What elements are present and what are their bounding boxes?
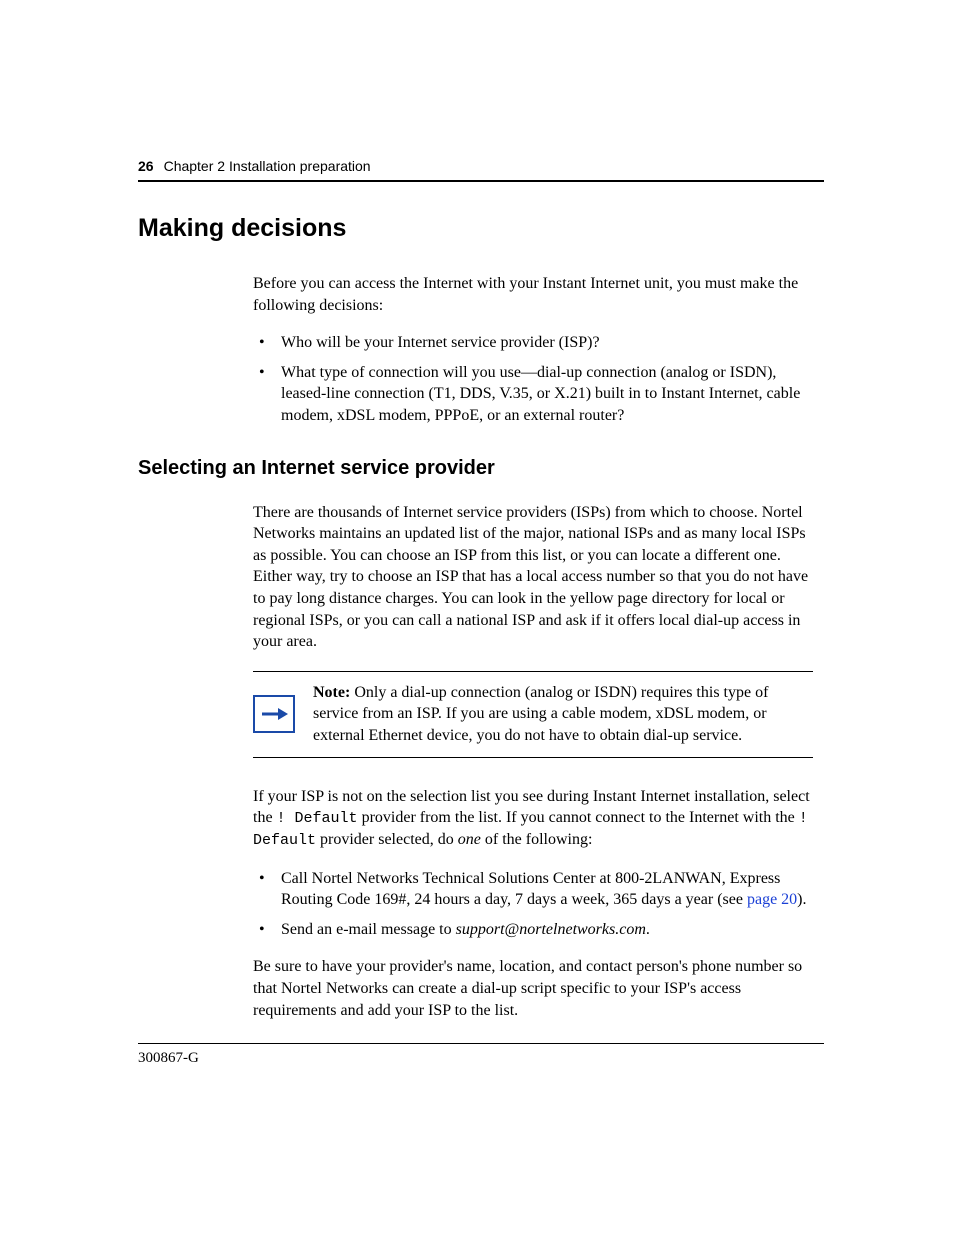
text-segment: provider from the list. If you cannot co… bbox=[358, 809, 799, 826]
default-paragraph: If your ISP is not on the selection list… bbox=[253, 786, 813, 852]
page-number: 26 bbox=[138, 158, 154, 174]
heading-1: Making decisions bbox=[138, 214, 824, 243]
intro-paragraph: Before you can access the Internet with … bbox=[253, 273, 813, 316]
actions-list: Call Nortel Networks Technical Solutions… bbox=[253, 868, 813, 941]
chapter-title: Chapter 2 Installation preparation bbox=[164, 158, 371, 174]
note-text: Note: Only a dial-up connection (analog … bbox=[313, 682, 813, 747]
list-item: Call Nortel Networks Technical Solutions… bbox=[253, 868, 813, 911]
list-item: Who will be your Internet service provid… bbox=[253, 332, 813, 354]
text-segment: provider selected, do bbox=[316, 831, 458, 848]
mono-text: ! Default bbox=[277, 810, 358, 827]
note-box: Note: Only a dial-up connection (analog … bbox=[253, 671, 813, 758]
running-header: 26 Chapter 2 Installation preparation bbox=[138, 158, 824, 182]
closing-paragraph: Be sure to have your provider's name, lo… bbox=[253, 956, 813, 1021]
decisions-list: Who will be your Internet service provid… bbox=[253, 332, 813, 426]
list-item: What type of connection will you use—dia… bbox=[253, 362, 813, 427]
page-link[interactable]: page 20 bbox=[747, 891, 797, 908]
isp-paragraph: There are thousands of Internet service … bbox=[253, 502, 813, 653]
body-content: There are thousands of Internet service … bbox=[253, 502, 813, 1022]
document-id: 300867-G bbox=[138, 1043, 824, 1067]
text-segment: Send an e-mail message to bbox=[281, 921, 456, 938]
text-segment: Call Nortel Networks Technical Solutions… bbox=[281, 870, 780, 909]
italic-text: one bbox=[458, 831, 481, 848]
page-footer: 300867-G bbox=[138, 1043, 824, 1067]
note-body: Only a dial-up connection (analog or ISD… bbox=[313, 684, 768, 744]
text-segment: of the following: bbox=[481, 831, 593, 848]
list-item: Send an e-mail message to support@nortel… bbox=[253, 919, 813, 941]
text-segment: . bbox=[646, 921, 650, 938]
arrow-icon bbox=[253, 695, 295, 733]
body-content: Before you can access the Internet with … bbox=[253, 273, 813, 427]
email-address: support@nortelnetworks.com bbox=[456, 921, 646, 938]
note-label: Note: bbox=[313, 684, 350, 701]
text-segment: ). bbox=[797, 891, 806, 908]
page: 26 Chapter 2 Installation preparation Ma… bbox=[0, 0, 954, 1235]
heading-2: Selecting an Internet service provider bbox=[138, 457, 824, 480]
